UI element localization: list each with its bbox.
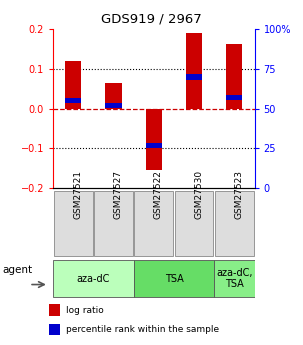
Bar [186,75,202,79]
Bar [105,103,122,108]
Text: aza-dC: aza-dC [77,274,110,284]
Bar [226,44,242,109]
Bar [186,33,202,109]
FancyBboxPatch shape [54,191,92,256]
FancyBboxPatch shape [135,191,173,256]
Text: percentile rank within the sample: percentile rank within the sample [66,325,219,334]
Bar [146,109,162,170]
Bar [49,304,61,316]
FancyBboxPatch shape [53,260,134,297]
FancyBboxPatch shape [214,260,255,297]
Text: GSM27522: GSM27522 [154,170,163,219]
Bar [105,83,122,109]
Text: TSA: TSA [165,274,183,284]
Text: aza-dC,
TSA: aza-dC, TSA [216,268,253,289]
Bar [226,95,242,100]
Text: GSM27527: GSM27527 [113,170,122,219]
Bar [146,142,162,148]
Text: GSM27521: GSM27521 [73,170,82,219]
Text: GSM27523: GSM27523 [235,170,243,219]
Text: log ratio: log ratio [66,306,103,315]
Text: GSM27530: GSM27530 [194,170,203,219]
Text: agent: agent [3,265,33,275]
Bar [65,61,81,109]
Bar [65,98,81,103]
FancyBboxPatch shape [94,191,133,256]
Bar [49,324,61,335]
FancyBboxPatch shape [215,191,254,256]
FancyBboxPatch shape [134,260,214,297]
Text: GDS919 / 2967: GDS919 / 2967 [101,12,202,25]
FancyBboxPatch shape [175,191,213,256]
